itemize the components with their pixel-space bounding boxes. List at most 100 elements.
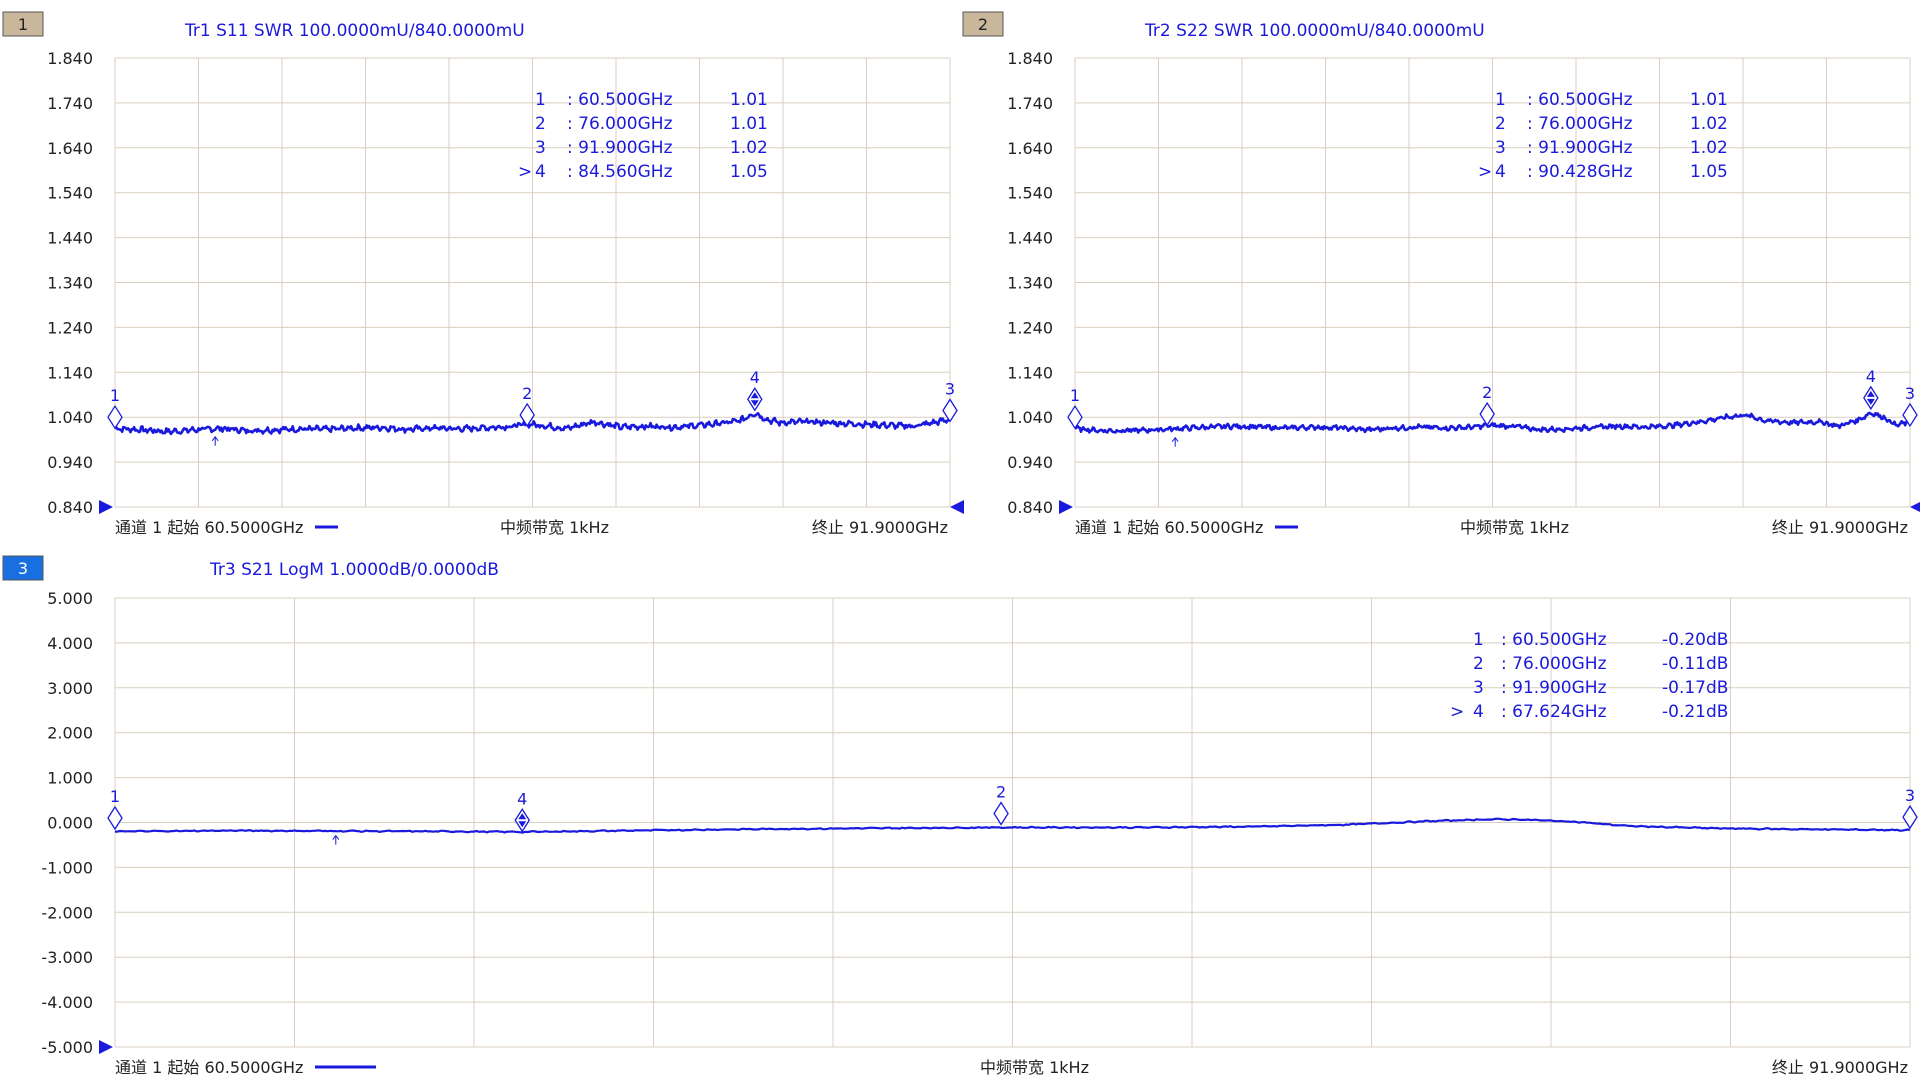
window-badge-3[interactable]: [2, 555, 44, 581]
marker-1[interactable]: 1: [1067, 386, 1083, 430]
marker-2[interactable]: 2: [1479, 383, 1495, 427]
marker-table-value: 1.01: [730, 114, 768, 134]
marker-label: 1: [110, 386, 120, 405]
footer-start: 通道 1 起始 60.5000GHz: [115, 518, 303, 537]
marker-1[interactable]: 1: [107, 386, 123, 430]
marker-diamond: [519, 402, 535, 428]
y-tick-label: 1.640: [47, 139, 93, 158]
trace-title: Tr1 S11 SWR 100.0000mU/840.0000mU: [184, 21, 525, 41]
marker-active-arrow-down: [750, 400, 759, 407]
footer-start: 通道 1 起始 60.5000GHz: [115, 1058, 303, 1077]
trace-title: Tr2 S22 SWR 100.0000mU/840.0000mU: [1144, 21, 1485, 41]
marker-diamond: [514, 808, 531, 833]
trace-line-tr3-s21: [115, 817, 1911, 834]
trace-line-tr2-s22: [1074, 411, 1911, 434]
marker-diamond: [942, 398, 958, 423]
marker-active-arrow-down: [1866, 398, 1875, 405]
marker-table-num: 4: [1473, 702, 1484, 722]
marker-label: 4: [750, 368, 760, 387]
footer-center: 中频带宽 1kHz: [1460, 518, 1569, 537]
marker-table-freq: : 76.000GHz: [567, 114, 673, 134]
y-tick-label: 0.840: [1007, 498, 1053, 517]
reference-left-triangle: [1059, 500, 1073, 514]
marker-4[interactable]: 4: [1863, 367, 1879, 411]
marker-2[interactable]: 2: [519, 384, 535, 428]
window-number: 3: [18, 559, 28, 578]
footer-center: 中频带宽 1kHz: [500, 518, 609, 537]
y-tick-label: 3.000: [47, 679, 93, 698]
marker-diamond: [1902, 402, 1918, 428]
window-badge-1[interactable]: [2, 11, 44, 37]
y-tick-label: 1.540: [47, 184, 93, 203]
y-tick-label: 1.840: [1007, 49, 1053, 68]
marker-3[interactable]: 3: [942, 379, 958, 423]
marker-table-num: 4: [535, 162, 546, 182]
marker-diamond: [747, 387, 763, 412]
y-tick-label: 1.840: [47, 49, 93, 68]
window-badge-2[interactable]: [962, 11, 1004, 37]
y-tick-label: 4.000: [47, 634, 93, 653]
marker-diamond: [107, 805, 123, 831]
y-tick-label: 1.240: [47, 318, 93, 337]
marker-2[interactable]: 2: [993, 783, 1009, 826]
marker-table-pointer: >: [1450, 702, 1464, 722]
marker-table-num: 4: [1495, 162, 1506, 182]
marker-3[interactable]: 3: [1902, 384, 1918, 428]
marker-table-num: 2: [1495, 114, 1506, 134]
chart-panel-3: 3 Tr3 S21 LogM 1.0000dB/0.0000dB 5.000 4.00…: [2, 555, 1918, 1077]
marker-table-freq: : 91.900GHz: [567, 138, 673, 158]
y-tick-label: 2.000: [47, 724, 93, 743]
marker-table-freq: : 60.500GHz: [1527, 90, 1633, 110]
marker-label: 4: [1866, 367, 1876, 386]
marker-table-num: 1: [535, 90, 546, 110]
marker-table-freq: : 67.624GHz: [1501, 702, 1607, 722]
trace-title: Tr3 S21 LogM 1.0000dB/0.0000dB: [209, 560, 499, 580]
marker-label: 4: [517, 789, 527, 808]
marker-table-freq: : 60.500GHz: [1501, 630, 1607, 650]
y-tick-label: 1.140: [47, 363, 93, 382]
footer-start: 通道 1 起始 60.5000GHz: [1075, 518, 1263, 537]
y-tick-label: -3.000: [41, 948, 93, 967]
window-number: 1: [18, 15, 28, 34]
stimulus-arrow-icon: [332, 834, 340, 845]
stimulus-arrow-icon: [211, 435, 219, 446]
marker-active-arrow-up: [518, 813, 527, 820]
marker-active-arrow-up: [750, 392, 759, 399]
marker-table-freq: : 76.000GHz: [1527, 114, 1633, 134]
marker-table-value: 1.05: [1690, 162, 1728, 182]
marker-label: 3: [1905, 786, 1915, 805]
marker-table-freq: : 90.428GHz: [1527, 162, 1633, 182]
y-tick-label: 1.140: [1007, 363, 1053, 382]
y-tick-label: 0.840: [47, 498, 93, 517]
footer-center: 中频带宽 1kHz: [980, 1058, 1089, 1077]
footer-stop: 终止 91.9000GHz: [1772, 1058, 1908, 1077]
y-tick-label: -1.000: [41, 858, 93, 877]
marker-4[interactable]: 4: [514, 789, 531, 833]
marker-active-arrow-down: [518, 821, 527, 828]
marker-table-value: -0.11dB: [1662, 654, 1728, 674]
reference-right-triangle: [950, 500, 964, 514]
footer-stop: 终止 91.9000GHz: [812, 518, 948, 537]
marker-label: 1: [1070, 386, 1080, 405]
marker-4[interactable]: 4: [747, 368, 763, 412]
y-tick-label: 0.940: [1007, 453, 1053, 472]
marker-table-num: 1: [1473, 630, 1484, 650]
marker-diamond: [993, 801, 1009, 826]
marker-table-value: -0.20dB: [1662, 630, 1728, 650]
marker-label: 1: [110, 787, 120, 806]
marker-label: 3: [945, 379, 955, 398]
marker-table-value: 1.02: [1690, 114, 1728, 134]
marker-table-freq: : 60.500GHz: [567, 90, 673, 110]
marker-table-value: 1.01: [1690, 90, 1728, 110]
y-tick-label: 1.340: [1007, 274, 1053, 293]
reference-right-triangle: [1910, 502, 1920, 512]
chart-panel-2: 2 Tr2 S22 SWR 100.0000mU/840.0000mU 1.840 1…: [962, 11, 1920, 537]
y-tick-label: 0.000: [47, 814, 93, 833]
marker-3[interactable]: 3: [1902, 786, 1918, 830]
y-tick-label: 1.440: [47, 229, 93, 248]
marker-table-num: 3: [1495, 138, 1506, 158]
y-tick-label: 0.940: [47, 453, 93, 472]
marker-1[interactable]: 1: [107, 787, 123, 831]
y-tick-label: 1.740: [47, 94, 93, 113]
